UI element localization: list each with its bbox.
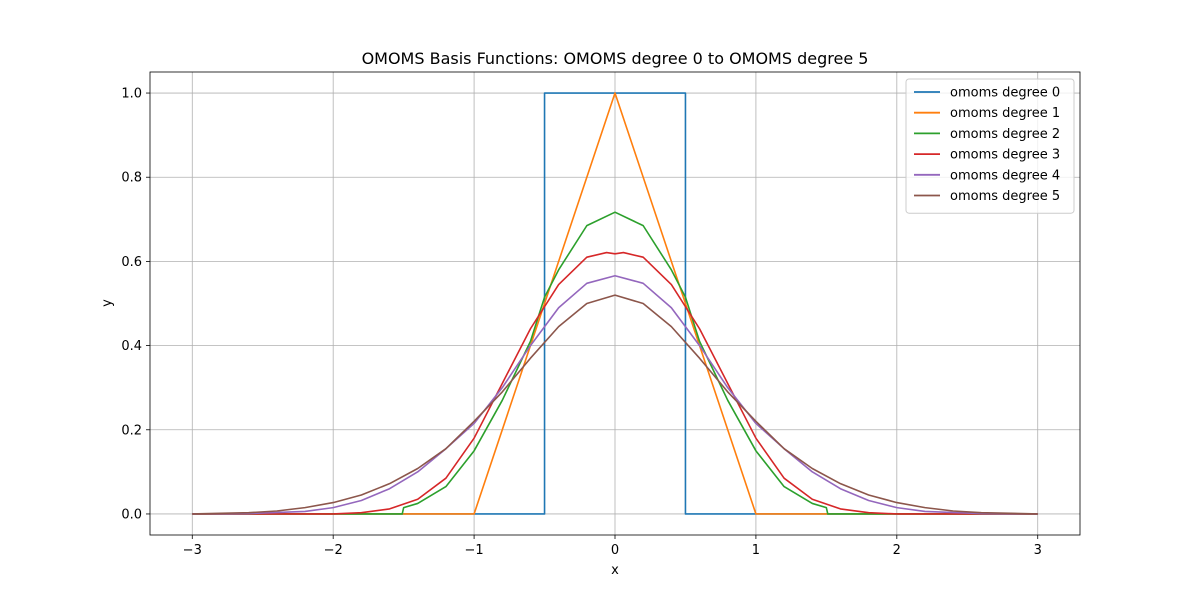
axis-ticks: −3 −2 −1 0 1 2 3 0.0 0.2 0.4 0.6 0.8 1.0 <box>121 87 1042 558</box>
y-tick-label: 0.6 <box>121 255 142 270</box>
y-tick-label: 0.4 <box>121 339 142 354</box>
x-tick-label: −3 <box>183 543 202 558</box>
y-tick-label: 1.0 <box>121 87 142 102</box>
x-axis-label: x <box>611 563 619 578</box>
series-line-degree-5 <box>192 294 1038 515</box>
x-tick-label: 3 <box>1034 543 1042 558</box>
legend-label: omoms degree 1 <box>950 106 1060 121</box>
series-line-degree-4 <box>192 274 1038 515</box>
x-tick-label: −1 <box>465 543 484 558</box>
y-tick-label: 0.0 <box>121 507 142 522</box>
y-tick-label: 0.8 <box>121 171 142 186</box>
chart-title: OMOMS Basis Functions: OMOMS degree 0 to… <box>362 49 869 68</box>
x-tick-label: 0 <box>611 543 619 558</box>
series-group <box>192 92 1038 515</box>
x-tick-label: −2 <box>324 543 343 558</box>
legend-box <box>905 78 1075 214</box>
legend-label: omoms degree 4 <box>950 168 1060 183</box>
series-line-degree-3 <box>192 251 1038 515</box>
legend-label: omoms degree 0 <box>950 86 1060 101</box>
y-tick-label: 0.2 <box>121 423 142 438</box>
legend: omoms degree 0 omoms degree 1 omoms degree… <box>905 78 1075 214</box>
legend-label: omoms degree 3 <box>950 148 1060 163</box>
series-line-degree-2 <box>192 211 1038 515</box>
x-tick-label: 1 <box>752 543 760 558</box>
legend-label: omoms degree 5 <box>950 189 1060 204</box>
x-tick-label: 2 <box>893 543 901 558</box>
legend-label: omoms degree 2 <box>950 127 1060 142</box>
y-axis-label: y <box>100 299 115 307</box>
